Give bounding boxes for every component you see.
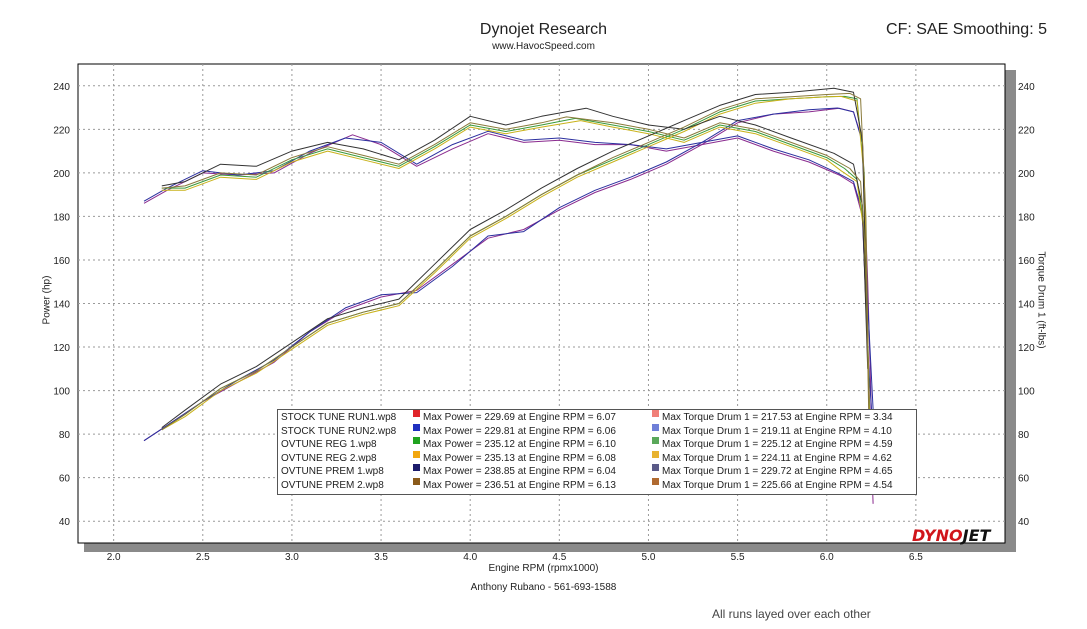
power-line-run-2 xyxy=(143,107,878,478)
legend-max-torque: Max Torque Drum 1 = 224.11 at Engine RPM… xyxy=(662,452,892,464)
correction-factor-info: CF: SAE Smoothing: 5 xyxy=(886,21,1047,38)
y-tick-label-left: 160 xyxy=(53,256,70,267)
y-tick-label-right: 240 xyxy=(1018,82,1035,93)
x-axis-label: Engine RPM (rpmx1000) xyxy=(488,563,599,574)
torque-line-run-3 xyxy=(161,117,870,413)
x-axis: 2.0 2.5 3.0 3.5 4.0 4.5 5.0 5.5 6.0 6.5 xyxy=(107,552,924,563)
y-tick-label-right: 160 xyxy=(1018,256,1035,267)
y-tick-label-left: 80 xyxy=(59,430,71,441)
legend-max-power: Max Power = 238.85 at Engine RPM = 6.04 xyxy=(423,466,616,478)
x-tick-label: 6.5 xyxy=(909,552,923,563)
x-tick-label: 6.0 xyxy=(820,552,834,563)
legend-torque-swatch xyxy=(652,477,659,485)
x-tick-label: 4.5 xyxy=(552,552,566,563)
legend-torque-swatch xyxy=(652,437,659,445)
power-line-run-6 xyxy=(161,92,870,446)
power-line-run-5 xyxy=(161,87,869,428)
y-tick-label-left: 120 xyxy=(53,343,70,354)
y-tick-label-right: 180 xyxy=(1018,212,1035,223)
y-tick-label-right: 80 xyxy=(1018,430,1030,441)
legend-max-torque: Max Torque Drum 1 = 219.11 at Engine RPM… xyxy=(662,425,892,437)
footnote: All runs layed over each other xyxy=(712,607,871,621)
legend-row-run-2: STOCK TUNE RUN2.wp8 Max Power = 229.81 at… xyxy=(281,423,916,439)
legend-power-swatch xyxy=(413,410,420,417)
x-tick-label: 5.0 xyxy=(642,552,656,563)
y-tick-label-right: 60 xyxy=(1018,474,1030,485)
legend-power-swatch xyxy=(413,477,420,485)
x-tick-label: 2.5 xyxy=(196,552,210,563)
legend-run-name: STOCK TUNE RUN1.wp8 xyxy=(281,412,397,423)
legend-max-torque: Max Torque Drum 1 = 217.53 at Engine RPM… xyxy=(662,412,893,423)
operator-info: Anthony Rubano - 561-693-1588 xyxy=(470,582,617,593)
legend-power-swatch xyxy=(413,437,420,445)
torque-line-run-5 xyxy=(161,107,869,369)
legend-run-name: OVTUNE REG 2.wp8 xyxy=(281,452,377,464)
legend-row-run-1: STOCK TUNE RUN1.wp8 Max Power = 229.69 at… xyxy=(281,410,916,425)
chart-subtitle: www.HavocSpeed.com xyxy=(492,41,595,52)
legend-max-power: Max Power = 235.13 at Engine RPM = 6.08 xyxy=(423,452,616,464)
legend-row-run-4: OVTUNE REG 2.wp8 Max Power = 235.13 at En… xyxy=(281,450,916,466)
legend-max-torque: Max Torque Drum 1 = 225.66 at Engine RPM… xyxy=(662,479,893,491)
legend: STOCK TUNE RUN1.wp8 Max Power = 229.69 at… xyxy=(277,409,917,495)
power-line-run-4 xyxy=(161,95,870,431)
legend-run-name: OVTUNE PREM 2.wp8 xyxy=(281,479,384,491)
x-tick-label: 4.0 xyxy=(463,552,477,563)
y-axis-label: Power (hp) xyxy=(41,275,53,325)
legend-max-power: Max Power = 236.51 at Engine RPM = 6.13 xyxy=(423,479,616,491)
chart-title: Dynojet Research xyxy=(479,21,608,38)
legend-power-swatch xyxy=(413,464,420,472)
y-tick-label-left: 220 xyxy=(53,125,70,136)
series-layer xyxy=(143,87,878,504)
y-tick-label-left: 240 xyxy=(53,82,70,93)
y-axis-right: 40 60 80 100 120 140 160 180 200 220 240 xyxy=(1018,82,1035,528)
x-tick-label: 3.0 xyxy=(285,552,299,563)
y-tick-label-right: 40 xyxy=(1018,517,1030,528)
legend-max-power: Max Power = 235.12 at Engine RPM = 6.10 xyxy=(423,439,616,451)
legend-torque-swatch xyxy=(652,423,659,431)
legend-max-power: Max Power = 229.69 at Engine RPM = 6.07 xyxy=(423,412,616,423)
y-tick-label-right: 120 xyxy=(1018,343,1035,354)
legend-row-run-6: OVTUNE PREM 2.wp8 Max Power = 236.51 at E… xyxy=(281,477,916,493)
legend-max-power: Max Power = 229.81 at Engine RPM = 6.06 xyxy=(423,425,616,437)
y-tick-label-right: 140 xyxy=(1018,300,1035,311)
y2-axis-label: Torque Drum 1 (ft-lbs) xyxy=(1035,251,1047,349)
y-tick-label-left: 180 xyxy=(53,212,70,223)
y-tick-label-left: 60 xyxy=(59,474,71,485)
y-tick-label-left: 40 xyxy=(59,517,71,528)
legend-torque-swatch xyxy=(652,450,659,458)
legend-max-torque: Max Torque Drum 1 = 229.72 at Engine RPM… xyxy=(662,466,893,478)
torque-line-run-6 xyxy=(161,116,870,456)
legend-run-name: OVTUNE REG 1.wp8 xyxy=(281,439,377,451)
y-tick-label-left: 140 xyxy=(53,300,70,311)
torque-line-run-1 xyxy=(143,133,874,504)
x-tick-label: 5.5 xyxy=(731,552,745,563)
legend-power-swatch xyxy=(413,423,420,431)
dynojet-logo: DYNOJET xyxy=(912,526,991,545)
torque-line-run-4 xyxy=(161,120,870,422)
legend-row-run-3: OVTUNE REG 1.wp8 Max Power = 235.12 at En… xyxy=(281,437,916,452)
legend-max-torque: Max Torque Drum 1 = 225.12 at Engine RPM… xyxy=(662,439,893,451)
y-axis-left: 40 60 80 100 120 140 160 180 200 220 240 xyxy=(53,82,70,528)
legend-torque-swatch xyxy=(652,410,659,417)
legend-torque-swatch xyxy=(652,464,659,472)
legend-power-swatch xyxy=(413,450,420,458)
legend-run-name: OVTUNE PREM 1.wp8 xyxy=(281,466,384,478)
y-tick-label-left: 200 xyxy=(53,169,70,180)
legend-row-run-5: OVTUNE PREM 1.wp8 Max Power = 238.85 at E… xyxy=(281,464,916,479)
y-tick-label-right: 100 xyxy=(1018,387,1035,398)
y-tick-label-right: 220 xyxy=(1018,125,1035,136)
legend-run-name: STOCK TUNE RUN2.wp8 xyxy=(281,425,397,437)
x-tick-label: 3.5 xyxy=(374,552,388,563)
x-tick-label: 2.0 xyxy=(107,552,121,563)
y-tick-label-left: 100 xyxy=(53,387,70,398)
y-tick-label-right: 200 xyxy=(1018,169,1035,180)
